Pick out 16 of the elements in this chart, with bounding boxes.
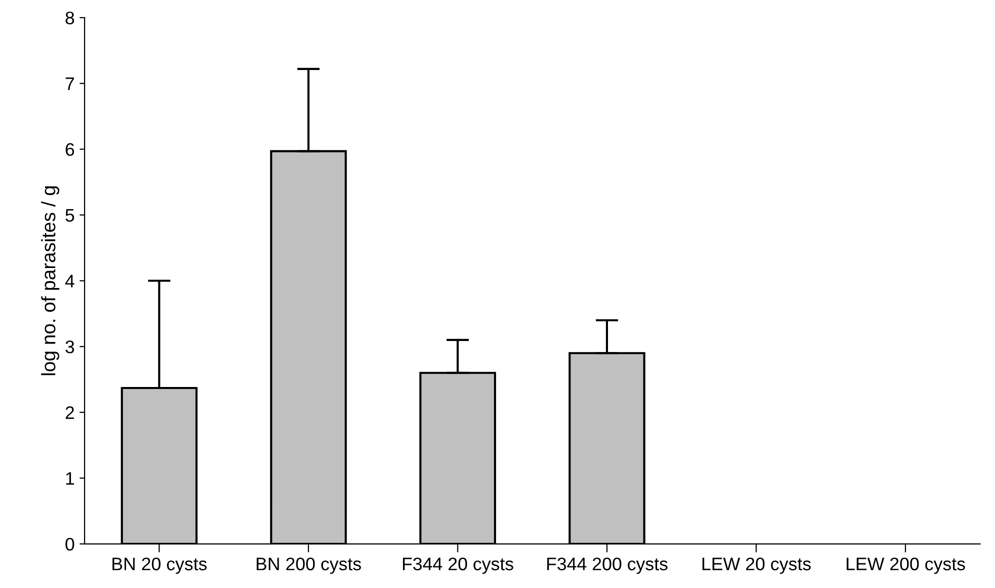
x-tick-label: F344 200 cysts [547, 558, 668, 574]
y-tick-label: 4 [65, 274, 74, 288]
x-tick-label: BN 200 cysts [256, 558, 361, 574]
y-tick-label: 7 [66, 78, 74, 90]
y-tick-label: 6 [66, 143, 74, 156]
x-tick-label: BN 20 cysts [112, 558, 207, 574]
y-tick-label: 1 [66, 472, 74, 485]
y-tick-label: 8 [66, 12, 74, 24]
y-tick-label: 5 [66, 209, 74, 222]
y-axis-title: log no. of parasites / g [41, 186, 60, 376]
y-tick-label: 0 [66, 538, 74, 551]
x-tick-label: LEW 20 cysts [702, 558, 811, 574]
x-tick-label: F344 20 cysts [402, 558, 514, 574]
y-tick-label: 3 [66, 340, 74, 354]
x-tick-label: LEW 200 cysts [846, 558, 966, 574]
y-tick-label: 2 [66, 406, 74, 419]
